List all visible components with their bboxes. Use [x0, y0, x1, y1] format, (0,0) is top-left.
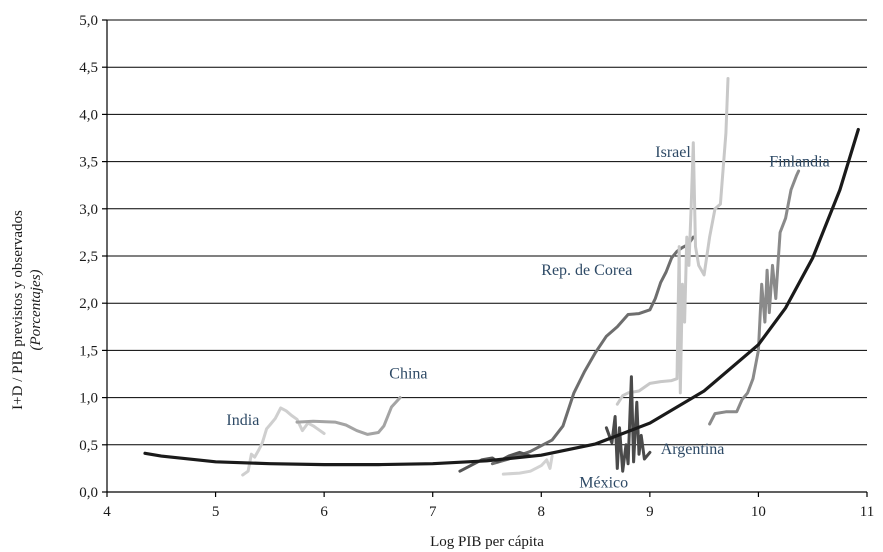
axes: [102, 19, 868, 497]
y-tick-label: 1,0: [79, 391, 98, 407]
series-line-rep-de-corea: [490, 235, 695, 466]
y-axis-subtitle: (Porcentajes): [28, 269, 44, 350]
y-tick-label: 2,5: [79, 249, 98, 265]
x-tick-label: 10: [751, 504, 766, 520]
series-label: Rep. de Corea: [541, 262, 632, 279]
series-label: Israel: [655, 144, 691, 161]
x-tick-label: 7: [429, 504, 437, 520]
predicted-curve: [143, 127, 860, 467]
x-tick-label: 9: [646, 504, 654, 520]
x-tick-label: 5: [212, 504, 220, 520]
x-tick-label: 8: [538, 504, 546, 520]
y-tick-label: 2,0: [79, 296, 98, 312]
series-label: Argentina: [661, 441, 725, 458]
y-tick-label: 0,5: [79, 438, 98, 454]
y-tick-label: 3,0: [79, 202, 98, 218]
x-axis-title: Log PIB per cápita: [430, 534, 544, 550]
series-lines: [241, 77, 801, 477]
series-labels: India China Rep. de Corea Israel Finlandia Mé…: [226, 144, 829, 491]
y-tick-label: 1,5: [79, 343, 98, 359]
series-line-argentina: [604, 375, 652, 473]
y-tick-label: 3,5: [79, 155, 98, 171]
x-tick-label: 4: [103, 504, 111, 520]
y-tick-label: 4,0: [79, 107, 98, 123]
series-label: México: [579, 474, 628, 491]
y-tick-label: 5,0: [79, 13, 98, 29]
series-line-india: [241, 406, 326, 477]
fitted-curve: [143, 127, 860, 467]
y-axis-title: I+D / PIB previstos y observados: [10, 210, 26, 410]
series-line-israel: [615, 77, 730, 406]
series-label: China: [389, 366, 427, 383]
series-line-china: [295, 396, 402, 436]
series-label: Finlandia: [769, 153, 829, 170]
x-tick-label: 11: [860, 504, 874, 520]
series-label: India: [226, 412, 259, 429]
x-tick-label: 6: [320, 504, 328, 520]
y-tick-label: 0,0: [79, 485, 98, 501]
series-line-m-xico: [501, 454, 554, 476]
tick-labels: 0,0 0,5 1,0 1,5 2,0 2,5 3,0 3,5 4,0 4,5 5,0 4 5 6 7 8 9 1…: [79, 13, 874, 520]
gridlines: [107, 19, 867, 493]
series-line-finlandia: [708, 169, 801, 426]
y-tick-label: 4,5: [79, 60, 98, 76]
